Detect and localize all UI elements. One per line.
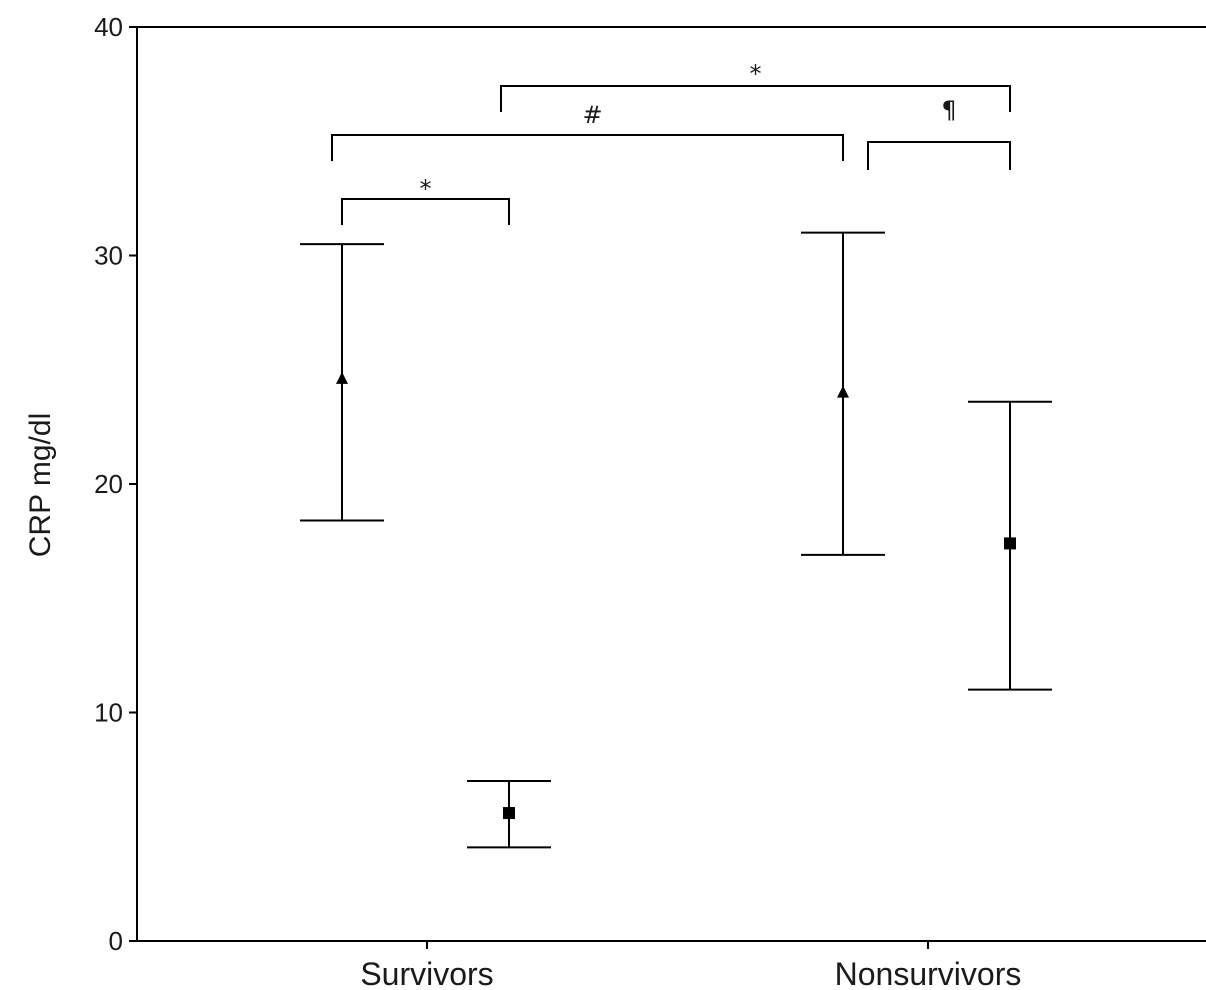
- y-axis-label: CRP mg/dl: [24, 413, 57, 558]
- y-tick-label: 20: [94, 469, 123, 499]
- y-tick-label: 0: [109, 926, 123, 956]
- y-tick-label: 40: [94, 12, 123, 42]
- significance-label: ¶: [941, 96, 956, 124]
- triangle-marker: [837, 385, 849, 398]
- significance-label: #: [582, 101, 602, 129]
- significance-bracket: [331, 134, 844, 161]
- y-tick-label: 30: [94, 241, 123, 271]
- significance-bracket: [341, 198, 510, 225]
- significance-bracket: [867, 141, 1011, 170]
- y-tick-label: 10: [94, 698, 123, 728]
- data-marks: [300, 231, 1052, 849]
- axes: 0 10 20 30 40 Survivors Nonsurvivors: [94, 12, 1206, 990]
- significance-label: *: [420, 175, 432, 203]
- significance-label: *: [750, 60, 762, 88]
- significance-bracket: [500, 85, 1011, 112]
- significance-brackets: * # * ¶: [331, 60, 1011, 225]
- x-tick-label: Survivors: [360, 956, 493, 990]
- x-tick-label: Nonsurvivors: [835, 956, 1022, 990]
- square-marker: [503, 807, 515, 820]
- square-marker: [1004, 537, 1016, 550]
- triangle-marker: [336, 371, 348, 384]
